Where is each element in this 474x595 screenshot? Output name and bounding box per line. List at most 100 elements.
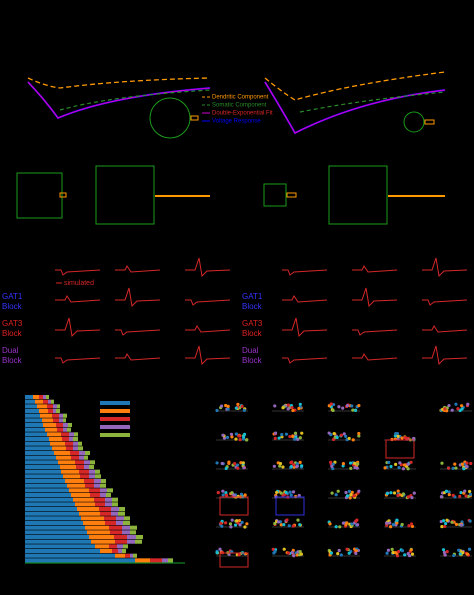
dot [215, 551, 219, 555]
dot [298, 523, 302, 527]
dot [357, 489, 361, 493]
bar-segment [25, 530, 87, 535]
dot [395, 554, 400, 558]
bar-segment [47, 432, 61, 437]
dot [400, 436, 404, 440]
bar-segment [25, 446, 52, 451]
bar-segment [25, 441, 50, 446]
bar-segment [76, 465, 84, 470]
bar-segment [25, 423, 43, 428]
bar-segment [25, 469, 61, 474]
dot [215, 461, 219, 465]
dot [331, 437, 336, 442]
dot [296, 518, 300, 522]
dot [446, 466, 451, 470]
dot [468, 492, 473, 496]
bar-segment [25, 558, 135, 563]
dot-clusters [215, 402, 473, 558]
dot [444, 521, 448, 526]
dot [288, 490, 292, 494]
bar-segment [168, 558, 173, 563]
dot [237, 434, 241, 438]
trace [422, 299, 468, 306]
bar-segment [135, 539, 142, 544]
dot [330, 491, 334, 495]
bar-segment [100, 493, 106, 498]
bar-segment [150, 558, 162, 563]
dot [273, 436, 277, 441]
bar-segment [66, 446, 73, 451]
dot [459, 523, 463, 527]
dot [357, 434, 361, 438]
soma-icon [149, 97, 191, 139]
dot [221, 489, 225, 493]
bar-segment [115, 539, 127, 544]
bar-segment [33, 395, 39, 400]
bar-segment [112, 549, 118, 554]
dot [350, 522, 354, 526]
dot [273, 522, 277, 526]
dot [390, 437, 394, 442]
dot [353, 408, 358, 412]
bar-segment [116, 516, 124, 521]
trace [352, 329, 398, 336]
bar-segment [95, 469, 100, 474]
bar-segment [110, 530, 122, 535]
dot [224, 466, 228, 471]
bar-segment [25, 535, 89, 540]
dot [278, 461, 283, 466]
dot [468, 489, 472, 494]
bar-segment [94, 497, 105, 502]
bar-segment [109, 544, 117, 549]
dot [447, 493, 451, 497]
bar-segment [105, 502, 112, 507]
dot [454, 522, 459, 527]
soma-box [263, 183, 287, 207]
dot [443, 524, 447, 529]
dot [339, 433, 344, 437]
dot [297, 493, 301, 498]
dot [233, 523, 238, 527]
bar-segment [51, 399, 54, 404]
dot [396, 489, 400, 493]
bar-segment [71, 455, 79, 460]
dot [441, 548, 446, 552]
bar-segment [46, 395, 49, 400]
dot [412, 436, 416, 441]
bar-segment [25, 474, 63, 479]
bar-segment [105, 497, 112, 502]
dot [238, 438, 242, 442]
soma-icon [403, 111, 425, 133]
dot [351, 408, 355, 412]
bar-segment [99, 507, 111, 512]
bar-segment [89, 535, 114, 540]
dot [290, 550, 294, 555]
dot [229, 525, 233, 529]
bar-segment [101, 479, 106, 484]
simulated-label: simulated [64, 280, 94, 287]
dot [328, 522, 332, 526]
bar-segment [63, 474, 80, 479]
bar-segment [91, 539, 115, 544]
dot [396, 434, 400, 439]
dot [403, 553, 407, 557]
bar-segment [53, 404, 57, 409]
dot [329, 402, 333, 406]
dot [235, 519, 239, 523]
dot [459, 490, 463, 495]
somatic-trace [299, 91, 446, 113]
legend-swatch [100, 409, 130, 413]
dot [390, 547, 394, 551]
soma-box [328, 165, 388, 225]
dot [344, 434, 348, 438]
row-label: Dual Block [242, 346, 263, 365]
bar-segment [43, 399, 48, 404]
dot [240, 404, 244, 408]
dot [289, 461, 293, 465]
trace [352, 353, 398, 361]
dot [409, 522, 414, 526]
bar-segment [89, 469, 95, 474]
bar-segment [73, 441, 78, 446]
trace [422, 325, 468, 333]
dot [330, 464, 334, 469]
